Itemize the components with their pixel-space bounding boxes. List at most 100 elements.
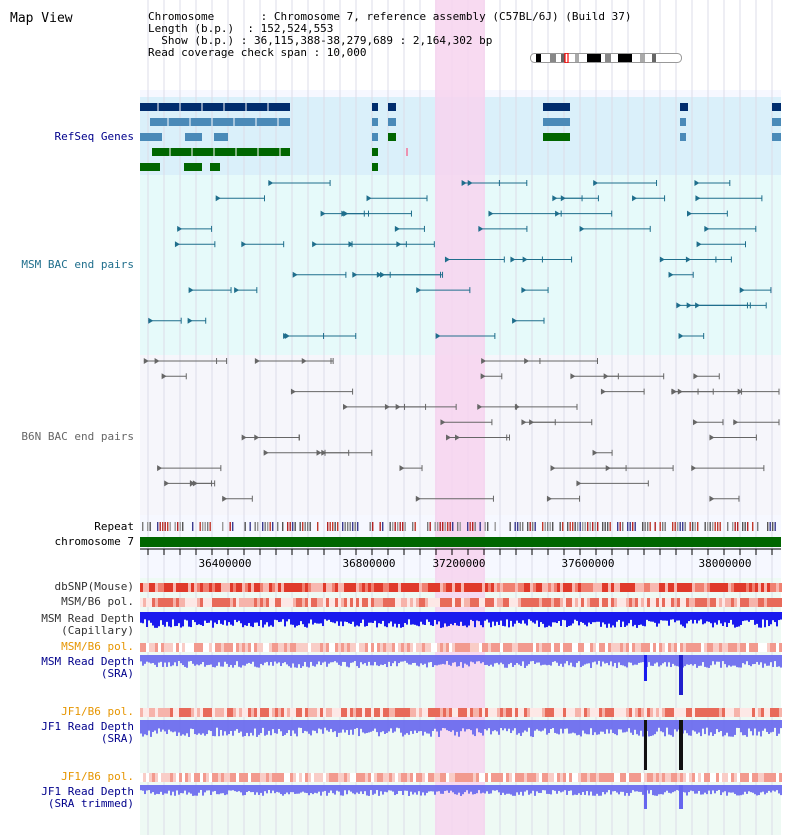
heatmap-cell — [767, 708, 770, 717]
heatmap-cell — [215, 598, 218, 607]
heatmap-cell — [746, 643, 749, 652]
heatmap-cell — [356, 708, 359, 717]
heatmap-cell — [305, 643, 308, 652]
depth-bar — [766, 720, 768, 732]
track-label-msm-bac[interactable]: MSM BAC end pairs — [21, 258, 134, 271]
heatmap-cell — [335, 583, 338, 592]
depth-bar — [296, 720, 298, 737]
depth-bar — [158, 720, 160, 729]
depth-bar — [386, 720, 388, 733]
msm-bac-pair-end — [739, 287, 745, 294]
depth-bar — [358, 612, 360, 627]
depth-bar — [168, 612, 170, 627]
depth-bar — [534, 612, 536, 624]
depth-bar — [422, 785, 424, 793]
depth-bar — [758, 720, 760, 732]
repeat-mark — [199, 522, 201, 531]
depth-bar — [468, 612, 470, 626]
selected-region-highlight[interactable] — [435, 0, 485, 835]
depth-bar — [744, 720, 746, 736]
track-label-dbsnp[interactable]: dbSNP(Mouse) — [54, 580, 134, 593]
gene-feature — [372, 133, 378, 141]
depth-bar — [642, 655, 644, 663]
heatmap-cell — [635, 583, 638, 592]
depth-bar — [516, 785, 518, 793]
track-label-msm-b6-pol-sra[interactable]: MSM/B6 pol. — [61, 640, 134, 653]
track-label-b6n-bac[interactable]: B6N BAC end pairs — [21, 430, 134, 443]
depth-bar — [176, 655, 178, 667]
depth-bar — [480, 612, 482, 626]
heatmap-cell — [311, 773, 314, 782]
heatmap-cell — [146, 598, 149, 607]
heatmap-cell — [191, 708, 194, 717]
heatmap-cell — [671, 643, 674, 652]
heatmap-cell — [752, 773, 755, 782]
depth-bar — [658, 785, 660, 795]
heatmap-cell — [404, 643, 407, 652]
track-label-msm-depth-sra[interactable]: MSM Read Depth (SRA) — [41, 656, 134, 680]
depth-bar — [140, 655, 142, 662]
depth-bar — [284, 612, 286, 627]
heatmap-cell — [341, 773, 344, 782]
track-label-refseq[interactable]: RefSeq Genes — [54, 130, 134, 143]
heatmap-cell — [677, 708, 680, 717]
ideogram-band — [605, 54, 611, 62]
repeat-mark — [467, 522, 469, 531]
repeat-mark — [534, 522, 536, 531]
depth-bar — [632, 612, 634, 627]
heatmap-cell — [191, 583, 194, 592]
heatmap-cell — [374, 643, 377, 652]
depth-bar — [686, 612, 688, 624]
heatmap-cell — [428, 643, 431, 652]
depth-bar — [550, 720, 552, 729]
b6n-bac-pair-end — [154, 358, 160, 364]
depth-bar — [144, 655, 146, 664]
heatmap-cell — [725, 598, 728, 607]
track-label-msm-b6-pol[interactable]: MSM/B6 pol. — [61, 595, 134, 608]
heatmap-cell — [728, 643, 731, 652]
depth-bar — [778, 720, 780, 734]
b6n-bac-pair-end — [263, 449, 269, 456]
heatmap-cell — [494, 583, 497, 592]
repeat-mark — [179, 522, 181, 531]
depth-bar — [208, 655, 210, 665]
depth-bar — [536, 720, 538, 730]
depth-bar — [382, 612, 384, 621]
depth-bar — [234, 785, 236, 792]
repeat-mark — [157, 522, 159, 531]
track-label-jf1-b6-pol[interactable]: JF1/B6 pol. — [61, 705, 134, 718]
depth-bar — [206, 720, 208, 735]
depth-bar — [172, 785, 174, 792]
depth-bar — [728, 720, 730, 737]
depth-bar — [670, 655, 672, 668]
track-label-jf1-depth-trimmed[interactable]: JF1 Read Depth (SRA trimmed) — [41, 786, 134, 810]
depth-bar — [620, 612, 622, 628]
depth-bar — [414, 720, 416, 731]
b6n-bac-features[interactable] — [143, 358, 780, 502]
heatmap-cell — [677, 598, 680, 607]
track-label-jf1-depth-sra[interactable]: JF1 Read Depth (SRA) — [41, 721, 134, 745]
heatmap-cell — [164, 643, 167, 652]
depth-bar — [286, 655, 288, 665]
depth-bar — [412, 655, 414, 664]
depth-bar — [292, 655, 294, 664]
info-coverage-span: Read coverage check span : 10,000 — [148, 46, 367, 59]
refseq-gene-features[interactable] — [140, 103, 781, 171]
heatmap-cell — [161, 598, 164, 607]
track-label-msm-depth-capillary[interactable]: MSM Read Depth (Capillary) — [41, 613, 134, 637]
gene-feature — [543, 103, 570, 111]
depth-bar — [460, 612, 462, 622]
depth-bar — [304, 612, 306, 627]
depth-bar — [636, 655, 638, 665]
msm-bac-features[interactable] — [148, 180, 772, 339]
depth-bar — [174, 612, 176, 627]
depth-bar — [684, 612, 686, 628]
repeat-mark — [674, 522, 676, 531]
heatmap-cell — [461, 583, 464, 592]
track-label-jf1-b6-pol-trimmed[interactable]: JF1/B6 pol. — [61, 770, 134, 783]
heatmap-cell — [512, 708, 515, 717]
heatmap-cell — [464, 773, 467, 782]
chromosome-ideogram[interactable] — [530, 53, 682, 63]
heatmap-cell — [143, 598, 146, 607]
depth-bar — [362, 655, 364, 665]
